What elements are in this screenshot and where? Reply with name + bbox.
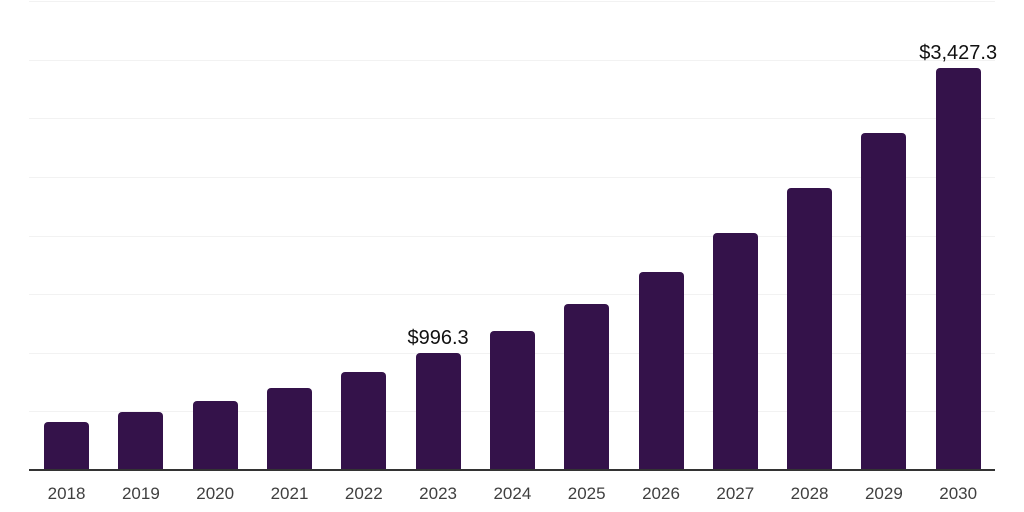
data-label-2023: $996.3 <box>407 327 469 350</box>
x-tick-2025: 2025 <box>567 484 606 503</box>
gridline-1500 <box>29 294 995 296</box>
gridline-3000 <box>29 118 995 120</box>
x-tick-2020: 2020 <box>196 484 235 503</box>
x-tick-2028: 2028 <box>790 484 829 503</box>
x-tick-2027: 2027 <box>716 484 755 503</box>
x-tick-2030: 2030 <box>939 484 978 503</box>
bar-2018 <box>44 421 90 470</box>
x-tick-2023: 2023 <box>419 484 457 503</box>
bar-2023 <box>415 353 461 470</box>
x-tick-2026: 2026 <box>642 484 680 503</box>
bar-2028 <box>787 187 833 470</box>
x-tick-2019: 2019 <box>121 484 160 503</box>
gridline-4000 <box>29 1 995 2</box>
bar-2019 <box>118 412 164 470</box>
data-label-2030: $3,427.3 <box>919 42 998 65</box>
bar-2024 <box>489 330 535 470</box>
bar-2025 <box>564 303 610 470</box>
x-tick-2018: 2018 <box>47 484 86 503</box>
x-tick-2022: 2022 <box>344 484 383 503</box>
x-tick-2029: 2029 <box>864 484 903 503</box>
bar-2021 <box>267 387 312 470</box>
bar-2027 <box>712 233 758 470</box>
bar-2029 <box>861 133 907 470</box>
bar-2030 <box>935 68 981 470</box>
x-tick-2024: 2024 <box>493 484 532 503</box>
bar-2022 <box>341 372 387 470</box>
gridline-3500 <box>29 59 995 61</box>
x-tick-2021: 2021 <box>270 484 309 503</box>
gridline-2000 <box>29 235 995 237</box>
bar-2020 <box>192 401 238 470</box>
x-axis-line <box>29 469 995 471</box>
gridline-2500 <box>29 176 995 178</box>
bar-2026 <box>638 271 684 470</box>
